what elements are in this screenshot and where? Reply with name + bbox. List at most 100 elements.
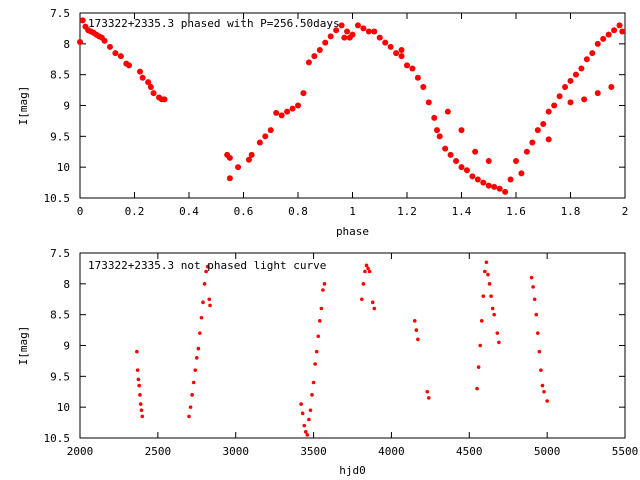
data-point xyxy=(372,306,377,311)
data-point xyxy=(490,306,495,311)
data-point xyxy=(540,383,545,388)
data-point xyxy=(139,408,144,413)
data-point xyxy=(299,402,303,406)
data-point xyxy=(262,133,269,140)
data-point xyxy=(414,74,421,81)
data-point xyxy=(431,114,438,121)
data-point xyxy=(496,185,503,192)
data-point xyxy=(361,282,366,286)
data-point xyxy=(188,405,193,409)
x-axis-label: hjd0 xyxy=(339,464,366,477)
data-point xyxy=(366,266,370,271)
data-point xyxy=(447,151,454,158)
data-point xyxy=(145,79,152,86)
data-point xyxy=(311,380,316,385)
data-point xyxy=(305,433,310,437)
data-point xyxy=(600,35,607,42)
data-point xyxy=(191,380,196,385)
data-point xyxy=(572,71,579,78)
data-point xyxy=(540,121,547,127)
y-tick-label: 10.5 xyxy=(44,432,71,445)
data-point xyxy=(476,365,481,369)
chart-title: 173322+2335.3 not phased light curve xyxy=(88,259,326,272)
data-point xyxy=(316,334,321,339)
data-point xyxy=(365,28,372,35)
data-point xyxy=(382,39,389,46)
chart-panel-2: 2000 2500 3000 3500 4000 4500 5000 5500 7.5 8 8.5 9… xyxy=(17,247,638,477)
y-axis-label: I[mag] xyxy=(17,86,30,126)
data-point xyxy=(534,127,541,134)
data-point xyxy=(370,300,375,305)
data-point xyxy=(425,389,430,394)
data-point xyxy=(513,158,519,164)
y-tick-label: 10 xyxy=(57,161,70,174)
data-point xyxy=(531,285,535,289)
data-point xyxy=(112,50,119,57)
data-point xyxy=(427,396,431,400)
data-point xyxy=(307,417,311,422)
data-point xyxy=(529,275,534,280)
data-point xyxy=(79,17,86,24)
data-point xyxy=(492,312,497,317)
data-point xyxy=(204,269,208,274)
data-point xyxy=(412,319,417,323)
data-point xyxy=(393,50,400,57)
data-point xyxy=(289,105,296,112)
x-tick-label: 5000 xyxy=(534,445,561,458)
data-point xyxy=(551,102,558,109)
data-point xyxy=(319,306,324,311)
y-axis-label: I[mag] xyxy=(17,326,30,366)
data-point xyxy=(478,343,482,348)
y-tick-label: 8 xyxy=(63,278,70,291)
data-point xyxy=(150,90,157,97)
data-point xyxy=(475,386,479,391)
data-point xyxy=(567,77,574,84)
data-point xyxy=(194,356,199,360)
data-point xyxy=(479,319,484,323)
data-point xyxy=(486,272,490,277)
data-point xyxy=(485,182,492,189)
y-tick-label: 8.5 xyxy=(50,69,70,82)
data-point xyxy=(539,368,543,372)
data-point xyxy=(136,68,143,75)
data-point xyxy=(487,282,492,286)
x-tick-label: 1 xyxy=(349,205,356,218)
data-point xyxy=(316,47,323,53)
data-point xyxy=(420,84,427,90)
x-tick-label: 0.6 xyxy=(234,205,254,218)
data-point xyxy=(273,109,280,116)
data-point xyxy=(534,312,539,317)
chart-panel-1: 0 0.2 0.4 0.6 0.8 1 1.2 1.4 1.6 1.8 2 7.5 8 8.5 9 9.5 10… xyxy=(17,7,628,238)
y-tick-label: 10.5 xyxy=(44,192,71,205)
data-point xyxy=(545,108,552,115)
y-tick-label: 10 xyxy=(57,401,70,414)
data-point xyxy=(354,22,361,29)
y-tick-label: 7.5 xyxy=(50,7,70,20)
data-point xyxy=(363,269,367,274)
data-point xyxy=(398,53,405,60)
plot-frame xyxy=(79,252,626,439)
data-point xyxy=(611,27,618,34)
data-point xyxy=(308,408,313,413)
x-tick-label: 4000 xyxy=(378,445,405,458)
data-point xyxy=(333,27,340,34)
data-point xyxy=(376,34,383,41)
data-point xyxy=(433,127,440,134)
data-point xyxy=(199,315,204,320)
data-point xyxy=(300,411,305,416)
data-point xyxy=(619,28,626,35)
data-point xyxy=(523,148,530,155)
y-tick-label: 9.5 xyxy=(50,370,70,383)
data-point xyxy=(398,47,405,53)
x-tick-label: 1.2 xyxy=(397,205,417,218)
x-tick-label: 0.2 xyxy=(125,205,145,218)
data-point xyxy=(589,50,596,57)
data-point xyxy=(201,300,205,305)
x-tick-label: 3500 xyxy=(300,445,327,458)
data-point xyxy=(226,175,233,182)
data-point xyxy=(474,176,481,183)
data-point xyxy=(497,340,501,345)
data-point xyxy=(135,368,140,372)
x-tick-label: 0.8 xyxy=(288,205,308,218)
